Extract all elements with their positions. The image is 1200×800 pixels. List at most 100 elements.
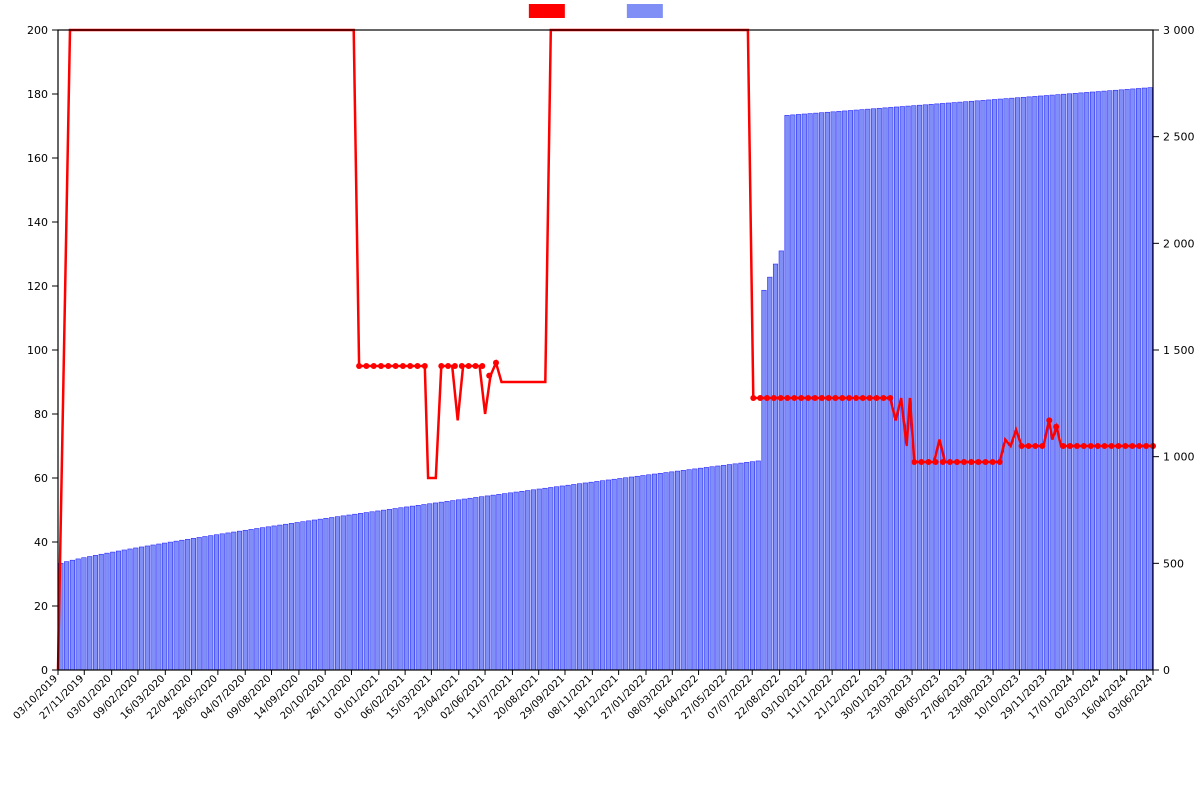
line-marker — [1026, 443, 1032, 449]
line-marker — [493, 360, 499, 366]
bar — [762, 290, 767, 670]
line-marker — [860, 395, 866, 401]
line-marker — [452, 363, 458, 369]
bar — [577, 484, 582, 670]
line-marker — [363, 363, 369, 369]
line-marker — [1095, 443, 1101, 449]
bar — [1010, 98, 1015, 670]
bar — [1142, 88, 1147, 670]
bar — [324, 518, 329, 670]
bar — [295, 523, 300, 670]
bar — [1056, 95, 1061, 670]
bar — [387, 509, 392, 670]
legend-swatch — [627, 4, 663, 18]
bar — [860, 110, 865, 670]
bar — [1090, 92, 1095, 670]
bar — [1096, 92, 1101, 670]
bar — [992, 99, 997, 670]
line-marker — [1053, 424, 1059, 430]
bar — [128, 549, 133, 670]
bar — [756, 461, 761, 670]
bar — [180, 540, 185, 670]
bar — [462, 499, 467, 670]
bar — [531, 490, 536, 670]
bar — [416, 505, 421, 670]
bar — [162, 543, 167, 670]
bar — [111, 552, 116, 670]
left-axis-tick-label: 40 — [34, 536, 48, 549]
bar — [825, 112, 830, 670]
line-marker — [785, 395, 791, 401]
bar — [422, 505, 427, 670]
line-marker — [1122, 443, 1128, 449]
bar — [433, 503, 438, 670]
bar — [791, 115, 796, 670]
bar — [456, 500, 461, 670]
line-marker — [1019, 443, 1025, 449]
line-marker — [826, 395, 832, 401]
right-axis-tick-label: 1 500 — [1163, 344, 1195, 357]
bar — [168, 542, 173, 670]
bar — [116, 551, 121, 670]
bar — [623, 478, 628, 670]
line-marker — [1039, 443, 1045, 449]
line-marker — [407, 363, 413, 369]
bar — [237, 531, 242, 670]
bar — [272, 526, 277, 670]
bar — [278, 525, 283, 670]
line-marker — [926, 459, 932, 465]
line-marker — [911, 459, 917, 465]
left-axis-tick-label: 180 — [27, 88, 48, 101]
bar — [1073, 93, 1078, 670]
line-marker — [1136, 443, 1142, 449]
bar — [733, 464, 738, 670]
line-marker — [819, 395, 825, 401]
bar — [520, 491, 525, 670]
bar — [871, 109, 876, 670]
bar — [658, 473, 663, 670]
line-marker — [918, 459, 924, 465]
bar — [220, 534, 225, 670]
line-marker — [356, 363, 362, 369]
bar — [370, 512, 375, 670]
line-marker — [1102, 443, 1108, 449]
bar — [122, 550, 127, 670]
line-marker — [438, 363, 444, 369]
bar — [214, 535, 219, 670]
line-marker — [393, 363, 399, 369]
bar — [502, 494, 507, 670]
bar — [739, 463, 744, 670]
bar — [554, 487, 559, 670]
line-marker — [954, 459, 960, 465]
line-marker — [385, 363, 391, 369]
left-axis-tick-label: 60 — [34, 472, 48, 485]
line-marker — [887, 395, 893, 401]
bar — [439, 502, 444, 670]
bar — [145, 546, 150, 670]
line-marker — [812, 395, 818, 401]
line-marker — [1081, 443, 1087, 449]
line-marker — [961, 459, 967, 465]
bar — [1061, 94, 1066, 670]
left-axis-tick-label: 0 — [41, 664, 48, 677]
line-marker — [880, 395, 886, 401]
left-axis-tick-label: 200 — [27, 24, 48, 37]
bar — [912, 106, 917, 670]
bar — [134, 548, 139, 670]
bar — [940, 103, 945, 670]
bar — [981, 100, 986, 670]
bar — [76, 559, 81, 670]
bar — [312, 520, 317, 670]
bar — [318, 519, 323, 670]
bar — [243, 530, 248, 670]
bar — [923, 105, 928, 670]
bar — [952, 103, 957, 670]
line-marker — [771, 395, 777, 401]
line-marker — [415, 363, 421, 369]
bar — [364, 513, 369, 670]
line-marker — [867, 395, 873, 401]
line-marker — [466, 363, 472, 369]
bar — [1067, 94, 1072, 670]
chart-svg: 02040608010012014016018020005001 0001 50… — [0, 0, 1200, 800]
right-axis-tick-label: 3 000 — [1163, 24, 1195, 37]
